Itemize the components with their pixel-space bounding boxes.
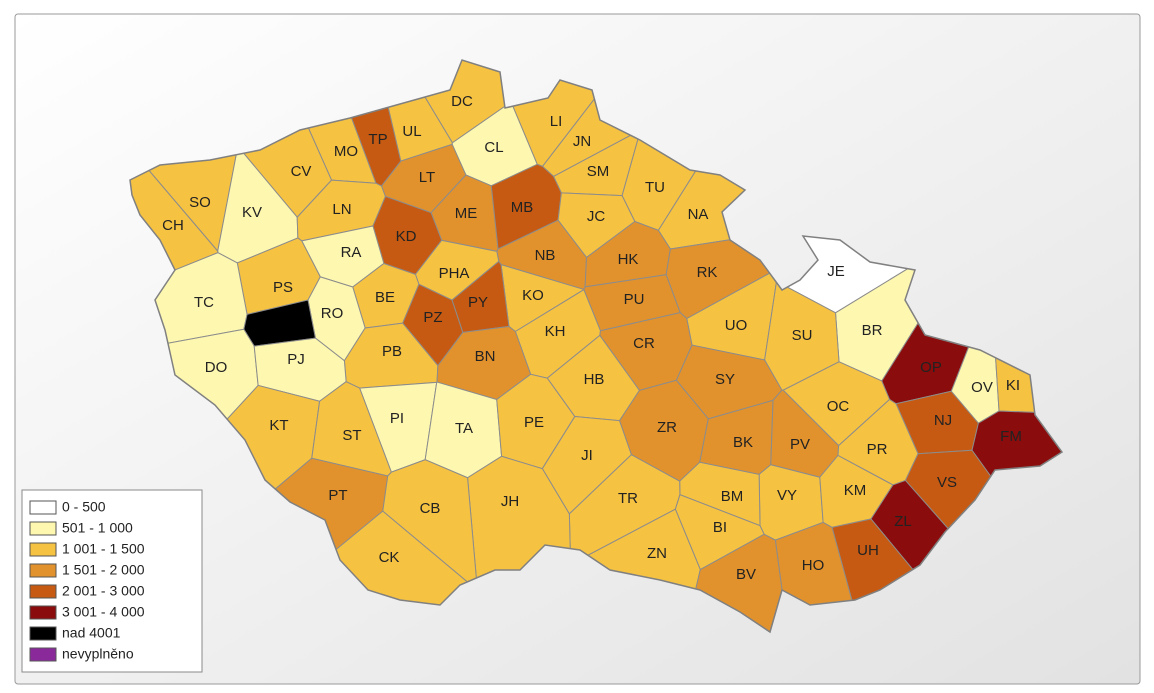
legend-swatch	[29, 605, 57, 620]
district-code: RO	[321, 305, 344, 322]
district-code: SM	[587, 163, 610, 180]
district-code: OC	[827, 398, 850, 415]
district-code: BE	[375, 289, 395, 306]
district-code: PZ	[423, 309, 442, 326]
district-code: DO	[205, 359, 228, 376]
district-code: NJ	[934, 412, 952, 429]
district-code: FM	[1000, 428, 1022, 445]
legend-label: 1 501 - 2 000	[62, 562, 145, 578]
district-code: TP	[368, 131, 387, 148]
legend-label: 0 - 500	[62, 499, 106, 515]
legend-swatch	[29, 500, 57, 515]
district-code: LI	[550, 113, 563, 130]
legend-swatch	[29, 542, 57, 557]
district-code: PB	[382, 343, 402, 360]
legend-swatch	[29, 521, 57, 536]
district-code: BI	[713, 519, 727, 536]
district-code: NA	[688, 206, 709, 223]
district-code: PHA	[439, 265, 470, 282]
district-code: CL	[484, 139, 503, 156]
district-code: TC	[194, 294, 214, 311]
legend-label: 3 001 - 4 000	[62, 604, 145, 620]
district-code: CV	[291, 163, 312, 180]
district-code: ZN	[647, 545, 667, 562]
district-code: PT	[328, 487, 347, 504]
district-code: ZL	[894, 513, 912, 530]
district-code: TR	[618, 490, 638, 507]
district-code: OV	[971, 379, 993, 396]
district-code: JN	[573, 133, 591, 150]
legend: 0 - 500 501 - 1 000 1 001 - 1 500 1 501 - 2…	[29, 499, 145, 662]
district-code: KD	[396, 228, 417, 245]
district-code: KH	[545, 323, 566, 340]
district-code: PI	[390, 410, 404, 427]
district-code: MB	[511, 199, 534, 216]
district-code: VS	[937, 474, 957, 491]
legend-label: nevyplněno	[62, 646, 134, 662]
district-code: NB	[535, 247, 556, 264]
district-code: JC	[587, 208, 606, 225]
district-code: JI	[581, 447, 593, 464]
district-code: PJ	[287, 351, 305, 368]
district-code: CH	[162, 217, 184, 234]
district-code: UL	[402, 123, 421, 140]
district-code: CK	[379, 549, 400, 566]
district-code: KI	[1006, 377, 1020, 394]
district-code: PV	[790, 436, 810, 453]
district-code: MO	[334, 143, 358, 160]
district-code: BN	[475, 348, 496, 365]
district-code: KV	[242, 204, 262, 221]
district-code: PY	[468, 294, 488, 311]
legend-label: nad 4001	[62, 625, 121, 641]
district-code: RA	[341, 244, 362, 261]
district-code: SY	[715, 371, 735, 388]
district-code: DC	[451, 93, 473, 110]
district-code: TU	[645, 179, 665, 196]
district-code: PS	[273, 279, 293, 296]
district-code: SO	[189, 194, 211, 211]
district-code: HB	[584, 371, 605, 388]
district-code: UO	[725, 317, 748, 334]
labels: TP UL DC CL LI JN MO CV LT SM TU SO KV CH LN ME MB JC NA KD…	[162, 93, 1022, 583]
district-code: BM	[721, 488, 744, 505]
district-code: BK	[733, 434, 753, 451]
district-code: CB	[420, 500, 441, 517]
district-code: HO	[802, 557, 825, 574]
district-code: VY	[777, 487, 797, 504]
district-code: LT	[419, 169, 435, 186]
district-code: TA	[455, 420, 473, 437]
legend-label: 501 - 1 000	[62, 520, 133, 536]
district-code: HK	[618, 251, 639, 268]
legend-box	[21, 489, 203, 673]
district-code: ZR	[657, 419, 677, 436]
district-code: CR	[633, 335, 655, 352]
district-code: PE	[524, 414, 544, 431]
district-code: RK	[697, 264, 718, 281]
country-outline	[129, 59, 1064, 634]
district-code: OP	[920, 359, 942, 376]
district-code: ST	[342, 427, 361, 444]
legend-label: 1 001 - 1 500	[62, 541, 145, 557]
district-code: KT	[269, 417, 288, 434]
legend-swatch	[29, 584, 57, 599]
district-code: JH	[501, 493, 519, 510]
district-code: ME	[455, 205, 478, 222]
district-code: KO	[522, 287, 544, 304]
district-code: SU	[792, 327, 813, 344]
legend-swatch	[29, 626, 57, 641]
district-code: UH	[857, 542, 879, 559]
district-code: KM	[844, 482, 867, 499]
district-code: BR	[862, 322, 883, 339]
district-code: JE	[827, 263, 845, 280]
district-code: LN	[332, 201, 351, 218]
legend-label: 2 001 - 3 000	[62, 583, 145, 599]
district-code: PU	[624, 291, 645, 308]
district-code: BV	[736, 566, 756, 583]
legend-swatch	[29, 563, 57, 578]
district-code: PR	[867, 441, 888, 458]
